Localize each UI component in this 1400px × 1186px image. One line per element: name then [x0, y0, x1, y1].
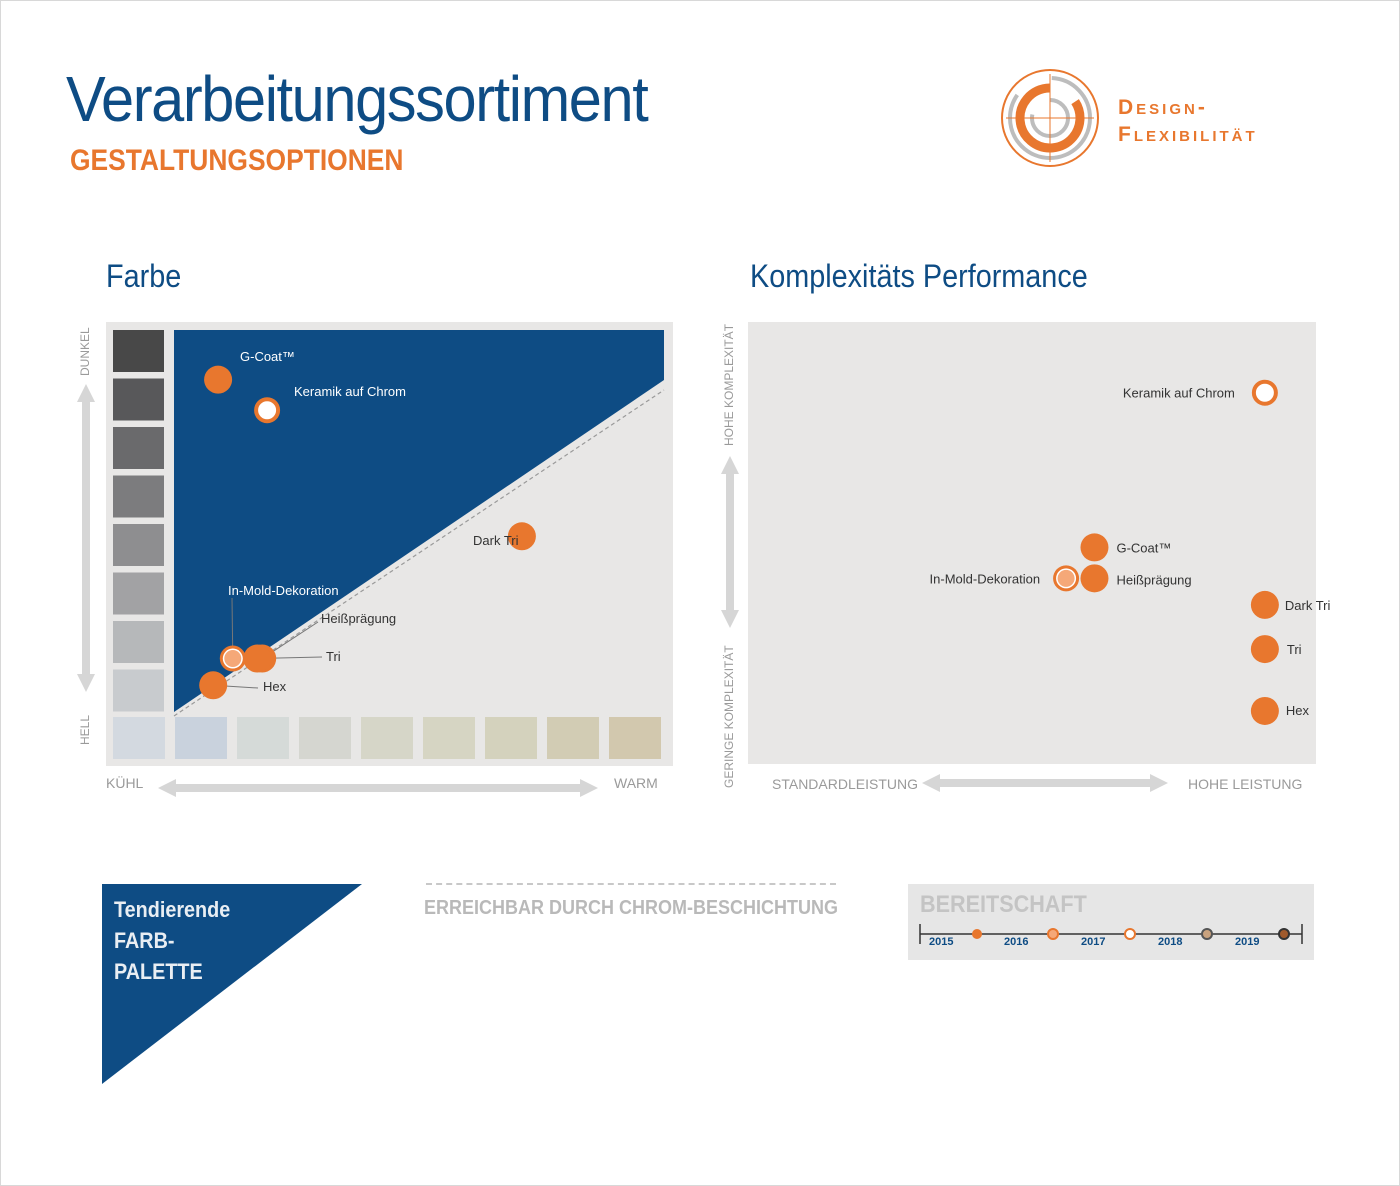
farbe-warm-swatch — [547, 717, 599, 759]
trend-palette-legend-triangle — [102, 884, 362, 1084]
readiness-legend-box — [908, 884, 1314, 960]
farbe-warm-swatch — [299, 717, 351, 759]
logo-text-line1: Design- — [1118, 96, 1208, 119]
farbe-dark-swatch — [113, 524, 164, 566]
komplexitaet-point-label: In-Mold-Dekoration — [930, 571, 1041, 586]
komplexitaet-vertical-arrow — [721, 456, 739, 628]
farbe-point-label: Tri — [326, 649, 341, 664]
farbe-dark-swatch — [113, 621, 164, 663]
komplexitaet-xlabel-left: STANDARDLEISTUNG — [772, 776, 918, 792]
farbe-point-marker — [254, 397, 281, 424]
farbe-dark-swatch — [113, 330, 164, 372]
readiness-legend-title: BEREITSCHAFT — [920, 891, 1087, 918]
trend-palette-line2: FARB- — [114, 928, 175, 953]
farbe-warm-swatch — [175, 717, 227, 759]
komplexitaet-point-label: Tri — [1287, 642, 1302, 657]
chrome-coating-legend-label: ERREICHBAR DURCH CHROM-BESCHICHTUNG — [424, 897, 838, 919]
farbe-point-marker-fill — [224, 650, 242, 668]
komplexitaet-xlabel-right: HOHE LEISTUNG — [1188, 776, 1302, 792]
readiness-year: 2017 — [1081, 936, 1106, 948]
readiness-year: 2019 — [1235, 936, 1260, 948]
komplexitaet-chart-title: Komplexitäts Performance — [750, 258, 1088, 294]
farbe-chart-title: Farbe — [106, 258, 182, 294]
komplexitaet-plot-background — [748, 322, 1316, 764]
farbe-horizontal-arrow — [158, 779, 598, 797]
farbe-xlabel-right: WARM — [614, 775, 658, 791]
farbe-vertical-arrow — [77, 384, 95, 692]
farbe-warm-swatch — [113, 717, 165, 759]
komplexitaet-point-marker-fill — [1057, 569, 1075, 587]
komplexitaet-point-label: Keramik auf Chrom — [1123, 386, 1235, 401]
komplexitaet-point-label: G-Coat™ — [1116, 540, 1171, 555]
farbe-point-marker — [204, 365, 233, 394]
farbe-warm-swatch — [609, 717, 661, 759]
farbe-dark-swatch — [113, 475, 164, 518]
trend-palette-legend-label: Tendierende FARB- PALETTE — [114, 894, 230, 987]
farbe-dark-swatch — [113, 572, 164, 615]
page-subtitle: GESTALTUNGSOPTIONEN — [70, 144, 404, 177]
komplexitaet-point-marker — [1251, 379, 1278, 406]
farbe-point-label: Heißprägung — [321, 611, 396, 626]
readiness-year: 2018 — [1158, 936, 1183, 948]
farbe-point-label: G-Coat™ — [240, 349, 295, 364]
logo-text-line2: Flexibilität — [1118, 123, 1258, 146]
farbe-point-label: Dark Tri — [473, 533, 519, 548]
readiness-year: 2015 — [929, 936, 954, 948]
komplexitaet-point-marker — [1080, 564, 1109, 593]
farbe-ylabel-top: DUNKEL — [78, 327, 92, 376]
farbe-point-label: Hex — [263, 679, 287, 694]
farbe-point-label: In-Mold-Dekoration — [228, 583, 339, 598]
farbe-trend-region — [174, 330, 664, 712]
komplexitaet-point-label: Dark Tri — [1285, 598, 1331, 613]
page-title: Verarbeitungssortiment — [66, 63, 649, 135]
farbe-warm-swatch — [237, 717, 289, 759]
farbe-dark-swatch — [113, 669, 164, 712]
design-flexibility-logo — [1001, 69, 1099, 167]
farbe-dark-swatch — [113, 427, 164, 469]
farbe-point-marker — [507, 522, 536, 551]
komplexitaet-point-label: Heißprägung — [1116, 572, 1191, 587]
komplexitaet-point-marker — [1250, 590, 1279, 619]
farbe-point-marker — [199, 671, 228, 700]
komplexitaet-horizontal-arrow — [922, 774, 1168, 792]
farbe-xlabel-left: KÜHL — [106, 774, 144, 791]
komplexitaet-point-marker — [1250, 635, 1279, 664]
trend-palette-line1: Tendierende — [114, 897, 231, 922]
farbe-point-label: Keramik auf Chrom — [294, 384, 406, 399]
komplexitaet-ylabel-bottom: GERINGE KOMPLEXITÄT — [722, 645, 736, 788]
trend-palette-line3: PALETTE — [114, 959, 203, 984]
komplexitaet-point-marker — [1080, 533, 1109, 562]
farbe-dark-swatch — [113, 378, 164, 421]
farbe-point-marker — [243, 644, 272, 673]
farbe-warm-swatch — [423, 717, 475, 759]
logo-text: Design- Flexibilität — [1118, 94, 1258, 148]
readiness-year: 2016 — [1004, 936, 1029, 948]
komplexitaet-point-marker — [1250, 696, 1279, 725]
komplexitaet-point-label: Hex — [1286, 703, 1310, 718]
farbe-ylabel-bottom: HELL — [78, 715, 92, 745]
farbe-warm-swatch — [361, 717, 413, 759]
komplexitaet-ylabel-top: HOHE KOMPLEXITÄT — [722, 323, 736, 446]
farbe-warm-swatch — [485, 717, 537, 759]
chrome-coating-dashed-line — [426, 883, 836, 885]
